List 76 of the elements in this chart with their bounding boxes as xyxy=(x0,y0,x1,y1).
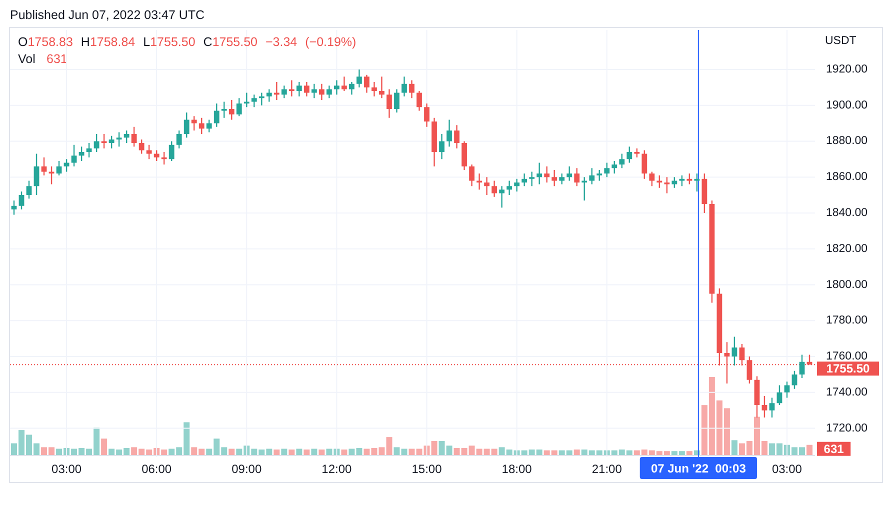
candlestick xyxy=(258,92,264,106)
bar xyxy=(318,450,325,455)
annotation: 631 xyxy=(824,442,844,456)
text: O1758.83 H1758.84 L1755.50 C1755.50 −3.34 (−0.19%) xyxy=(18,35,356,49)
candlestick xyxy=(266,89,272,102)
candlestick xyxy=(446,120,452,147)
candlestick xyxy=(499,186,505,208)
candlestick xyxy=(274,82,280,100)
candlestick xyxy=(439,134,444,160)
candlestick xyxy=(372,82,377,96)
bar xyxy=(281,448,288,455)
bar xyxy=(101,438,108,455)
candlestick xyxy=(484,177,490,196)
bar xyxy=(574,450,580,455)
candlestick xyxy=(296,82,302,96)
candlestick xyxy=(288,80,294,96)
y-axis-title: USDT xyxy=(825,35,856,47)
candlestick xyxy=(536,162,542,184)
candlestick xyxy=(506,180,512,196)
bar xyxy=(304,450,310,455)
y-tick-label: 1760.00 xyxy=(826,350,868,363)
x-tick-label: 03:00 xyxy=(772,462,802,476)
ref-line-label: 07 Jun '22 00:03 xyxy=(650,462,746,476)
text: Vol xyxy=(18,52,36,66)
bar xyxy=(288,450,295,455)
y-tick-label: 1880.00 xyxy=(826,135,868,148)
candlestick xyxy=(311,84,317,98)
x-tick-label: 09:00 xyxy=(232,462,262,476)
candlestick xyxy=(552,170,558,186)
candlestick xyxy=(522,174,528,186)
x-tick-label: 06:00 xyxy=(142,462,172,476)
candlestick xyxy=(514,178,520,192)
y-tick-label: 1840.00 xyxy=(826,207,868,219)
y-tick-label: 1860.00 xyxy=(826,171,868,184)
bar xyxy=(274,450,280,455)
candlestick xyxy=(342,76,347,91)
candlestick xyxy=(334,80,340,95)
bar xyxy=(806,444,812,455)
y-tick-label: 1920.00 xyxy=(826,63,868,76)
x-tick-label: 18:00 xyxy=(502,462,532,476)
y-tick-label: 1820.00 xyxy=(826,242,868,255)
candlestick xyxy=(476,174,482,190)
candlestick xyxy=(318,84,324,100)
y-tick-label: 1740.00 xyxy=(826,386,868,398)
y-tick-label: 1780.00 xyxy=(826,314,868,327)
candlestick xyxy=(544,166,550,182)
bar xyxy=(296,448,302,455)
candlestick xyxy=(529,172,535,186)
candlestick xyxy=(304,82,310,96)
y-tick-label: 1720.00 xyxy=(826,422,868,434)
annotation: 631 xyxy=(46,52,68,66)
y-tick-label: 1800.00 xyxy=(826,278,868,291)
bar xyxy=(341,450,348,455)
candlestick xyxy=(566,166,572,181)
candlestick xyxy=(492,180,497,197)
y-tick-label: 1900.00 xyxy=(826,99,868,112)
candlestick xyxy=(326,86,332,98)
candlestick xyxy=(251,94,257,108)
candlestick xyxy=(559,174,565,184)
chart-title: Published Jun 07, 2022 03:47 UTC xyxy=(10,8,205,22)
ref-line-label: 1755.50 xyxy=(826,362,870,376)
bar xyxy=(686,451,692,455)
candlestick xyxy=(672,177,678,188)
candlestick xyxy=(379,76,384,98)
candlestick xyxy=(409,80,414,98)
x-tick-label: 21:00 xyxy=(592,462,622,476)
x-tick-label: 12:00 xyxy=(322,462,352,476)
candlestick xyxy=(281,86,287,98)
x-tick-label: 03:00 xyxy=(52,462,82,476)
candlestick xyxy=(386,89,392,118)
candlestick xyxy=(356,69,362,88)
x-tick-label: 15:00 xyxy=(412,462,442,476)
candlestick xyxy=(402,76,407,96)
bar xyxy=(228,448,235,455)
bar xyxy=(311,448,318,455)
bar xyxy=(731,440,738,455)
